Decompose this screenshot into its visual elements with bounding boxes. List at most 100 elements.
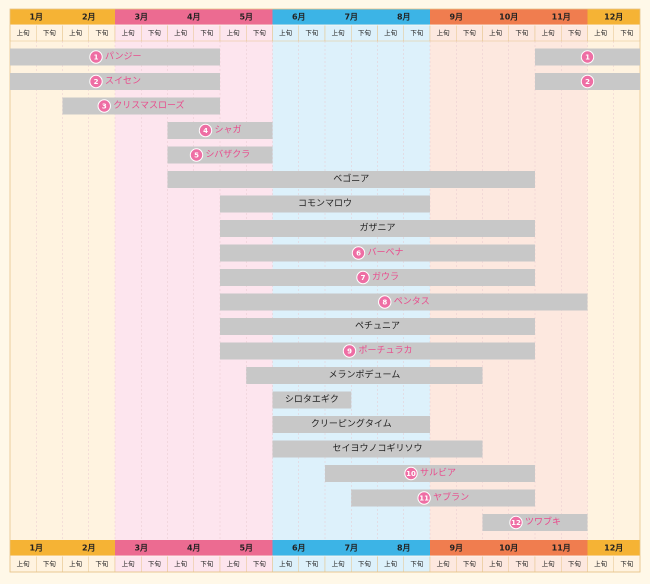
period-bar	[220, 244, 535, 262]
flower-name-label: セイヨウノコギリソウ	[332, 443, 422, 454]
number-badge	[509, 515, 523, 530]
month-header-cell	[587, 9, 640, 25]
flower-name-label: メランポデューム	[329, 369, 401, 381]
period-bar	[272, 416, 430, 433]
top-half-label: 上旬	[174, 28, 188, 37]
number-badge-label: 12	[511, 519, 521, 527]
top-half-label: 上旬	[384, 28, 398, 37]
bottom-half-label: 上旬	[489, 559, 503, 568]
period-bar	[220, 220, 535, 237]
top-half-label: 下旬	[43, 28, 57, 37]
chart-frame	[9, 8, 641, 573]
bottom-half-label: 下旬	[515, 559, 529, 568]
top-month-label: 8月	[397, 13, 411, 22]
bottom-half-label: 下旬	[148, 559, 162, 568]
bottom-month-label: 1月	[29, 544, 43, 553]
flower-name-label: ヤブラン	[433, 491, 469, 503]
number-badge-label: 9	[347, 347, 352, 355]
number-badge-label: 3	[102, 102, 107, 110]
period-bar	[272, 391, 352, 409]
flower-name-label: サルビア	[420, 468, 456, 479]
top-half-label: 下旬	[305, 28, 319, 37]
period-bar	[167, 171, 535, 188]
number-badge	[198, 123, 213, 138]
bottom-month-label: 10月	[499, 544, 518, 553]
top-month-label: 7月	[344, 13, 358, 22]
number-badge	[356, 270, 370, 285]
flower-name-label: クリスマスローズ	[113, 99, 184, 111]
bottom-half-label: 上旬	[69, 559, 83, 568]
top-half-label: 下旬	[200, 28, 214, 37]
number-badge-label: 11	[419, 494, 429, 502]
bottom-month-label: 6月	[292, 544, 306, 553]
period-bar	[220, 293, 588, 311]
top-month-label: 2月	[82, 13, 96, 22]
period-bar	[220, 342, 535, 360]
bottom-half-label: 下旬	[620, 559, 634, 568]
top-half-label: 上旬	[437, 28, 451, 37]
top-half-label: 下旬	[253, 28, 267, 37]
top-month-label: 11月	[552, 13, 571, 22]
number-badge-label: 1	[94, 53, 99, 61]
flower-name-label: ベゴニア	[333, 173, 369, 185]
bottom-half-label: 下旬	[253, 559, 267, 568]
top-half-label: 下旬	[95, 28, 109, 37]
month-header-cell	[10, 540, 63, 556]
number-badge	[580, 74, 595, 89]
flower-name-label: シロタエギク	[285, 394, 339, 405]
month-header-cell	[272, 540, 325, 556]
top-half-label: 下旬	[620, 28, 634, 37]
number-badge	[580, 50, 595, 64]
top-month-label: 3月	[134, 13, 148, 22]
bottom-half-label: 上旬	[17, 559, 31, 568]
period-bar	[246, 367, 483, 384]
top-half-label: 下旬	[148, 28, 162, 37]
top-half-label: 上旬	[594, 28, 608, 37]
bottom-month-label: 4月	[187, 544, 201, 553]
flower-name-label: ガザニア	[359, 223, 395, 234]
top-half-label: 上旬	[227, 28, 241, 37]
bottom-month-label: 11月	[552, 544, 571, 553]
bottom-half-label: 下旬	[200, 559, 214, 568]
bottom-month-label: 3月	[134, 544, 148, 553]
number-badge	[417, 491, 431, 505]
bottom-half-label: 上旬	[332, 559, 346, 568]
flower-name-label: シャガ	[215, 125, 242, 136]
month-header-cell	[587, 540, 640, 556]
bottom-half-label: 上旬	[227, 559, 241, 568]
month-header-cell	[62, 9, 115, 25]
flower-name-label: ガウラ	[372, 272, 399, 283]
number-badge-label: 2	[94, 78, 99, 86]
month-header-cell	[115, 540, 168, 556]
number-badge-label: 7	[361, 274, 366, 282]
top-half-label: 上旬	[69, 28, 83, 37]
number-badge	[89, 74, 103, 89]
bottom-half-label: 下旬	[410, 559, 424, 568]
flower-name-label: シバザクラ	[206, 149, 251, 160]
bottom-half-label: 下旬	[463, 559, 477, 568]
top-half-label: 上旬	[17, 28, 31, 37]
number-badge	[89, 50, 103, 64]
bottom-month-label: 7月	[344, 544, 358, 553]
period-bar	[220, 195, 430, 213]
top-half-label: 下旬	[463, 28, 477, 37]
top-half-label: 上旬	[542, 28, 556, 37]
number-badge	[189, 148, 204, 162]
month-header-cell	[10, 9, 63, 25]
top-month-label: 1月	[29, 13, 43, 22]
number-badge-label: 4	[203, 127, 208, 135]
top-half-label: 上旬	[122, 28, 136, 37]
bottom-half-label: 下旬	[358, 559, 372, 568]
bottom-half-label: 下旬	[95, 559, 109, 568]
number-badge	[97, 99, 111, 113]
bottom-half-label: 下旬	[305, 559, 319, 568]
bottom-month-label: 2月	[82, 544, 96, 553]
flower-name-label: ツワブキ	[525, 516, 561, 528]
bottom-month-label: 9月	[449, 544, 463, 553]
bottom-month-label: 8月	[397, 544, 411, 553]
month-header-cell	[167, 540, 220, 556]
month-header-cell	[325, 9, 378, 25]
month-header-cell	[167, 9, 220, 25]
flower-name-label: クリーピングタイム	[311, 418, 392, 430]
